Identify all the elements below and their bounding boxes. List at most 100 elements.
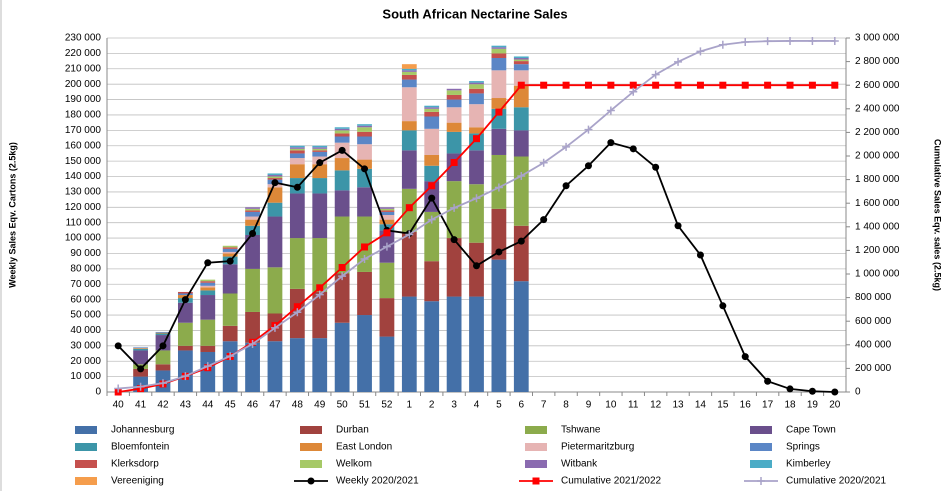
bar-segment: [200, 285, 216, 288]
bar-segment: [469, 88, 484, 94]
line-marker: [674, 222, 682, 230]
y-tick-label: 210 000: [65, 63, 102, 74]
bar-segment: [491, 70, 507, 99]
x-tick-label: 41: [135, 400, 147, 411]
line-marker: [249, 229, 257, 237]
bar-segment: [424, 107, 440, 109]
y2-tick-label: 1 200 000: [855, 245, 900, 256]
bar-segment: [289, 164, 305, 179]
y2-tick-label: 2 200 000: [855, 127, 900, 138]
line-marker: [307, 477, 315, 485]
legend-swatch: [750, 426, 772, 434]
line-marker: [830, 36, 839, 45]
bar-segment: [334, 128, 350, 131]
bar-segment: [245, 210, 260, 212]
bar-segment: [133, 348, 148, 349]
bar-segment: [446, 122, 462, 132]
bar-segment: [245, 207, 260, 209]
y2-tick-label: 1 800 000: [855, 174, 900, 185]
bar-segment: [357, 136, 372, 145]
line-marker: [584, 125, 593, 134]
bar-segment: [267, 267, 283, 314]
bar-segment: [357, 144, 372, 160]
line-marker: [718, 40, 727, 49]
y-tick-label: 50 000: [70, 310, 101, 321]
bar-segment: [267, 174, 283, 177]
y-tick-label: 40 000: [70, 325, 101, 336]
y-tick-label: 170 000: [65, 125, 102, 136]
bar-segment: [401, 70, 417, 72]
line-marker: [831, 81, 839, 89]
line-marker: [181, 372, 190, 381]
line-marker: [405, 204, 413, 212]
bar-segment: [312, 150, 328, 152]
line-marker: [270, 323, 279, 332]
bar-segment: [401, 68, 417, 71]
x-tick-label: 40: [113, 400, 125, 411]
line-marker: [473, 262, 480, 270]
bar-segment: [424, 261, 440, 302]
bar-segment: [200, 345, 216, 352]
x-tick-label: 51: [359, 400, 371, 411]
line-marker: [383, 229, 391, 237]
bar-segment: [222, 245, 238, 248]
line-marker: [494, 183, 503, 192]
line-marker: [450, 236, 458, 244]
line-marker: [719, 81, 727, 89]
bar-segment: [289, 238, 305, 289]
bar-segment: [446, 153, 462, 182]
bar-segment: [401, 87, 417, 122]
legend-swatch: [75, 460, 97, 468]
legend-label: Pietermaritzburg: [561, 442, 634, 453]
x-tick-label: 4: [474, 400, 480, 411]
legend-label: Durban: [336, 425, 369, 436]
line-marker: [382, 242, 391, 251]
bar-segment: [177, 345, 193, 351]
bar-segment: [357, 127, 372, 132]
line-marker: [338, 264, 346, 272]
bar-segment: [133, 368, 148, 377]
bar-segment: [446, 88, 462, 91]
bar-segment: [379, 210, 395, 212]
bar-segment: [267, 173, 283, 175]
y2-tick-label: 1 600 000: [855, 198, 900, 209]
bar-segment: [289, 153, 305, 159]
bar-segment: [513, 61, 529, 65]
y2-tick-label: 1 400 000: [855, 221, 900, 232]
x-tick-label: 7: [541, 400, 547, 411]
bar-segment: [133, 348, 148, 351]
x-tick-label: 18: [784, 400, 796, 411]
line-marker: [450, 203, 459, 212]
legend-label: East London: [336, 442, 392, 453]
bar-segment: [289, 147, 305, 149]
bar-segment: [334, 133, 350, 137]
bar-segment: [245, 235, 260, 269]
line-marker: [450, 158, 458, 166]
line-marker: [293, 308, 302, 317]
bar-segment: [245, 311, 260, 343]
y2-tick-label: 800 000: [855, 292, 892, 303]
x-tick-label: 12: [650, 400, 662, 411]
line-marker: [831, 388, 839, 396]
y-tick-label: 180 000: [65, 110, 102, 121]
line-marker: [226, 352, 235, 361]
bar-segment: [334, 216, 350, 274]
bar-segment: [379, 208, 395, 211]
line-marker: [136, 382, 145, 391]
line-marker: [226, 257, 234, 265]
bar-segment: [513, 64, 529, 71]
y2-tick-label: 200 000: [855, 363, 892, 374]
legend-swatch: [525, 460, 547, 468]
bar-segment: [200, 295, 216, 320]
line-marker: [293, 303, 301, 311]
line-marker: [495, 248, 503, 256]
bar-segment: [289, 150, 305, 154]
line-marker: [696, 47, 705, 56]
line-marker: [786, 36, 795, 45]
y2-tick-label: 1 000 000: [855, 269, 900, 280]
line-marker: [159, 342, 167, 350]
bar-segment: [401, 79, 417, 88]
bar-segment: [491, 53, 507, 59]
line-marker: [316, 284, 324, 292]
